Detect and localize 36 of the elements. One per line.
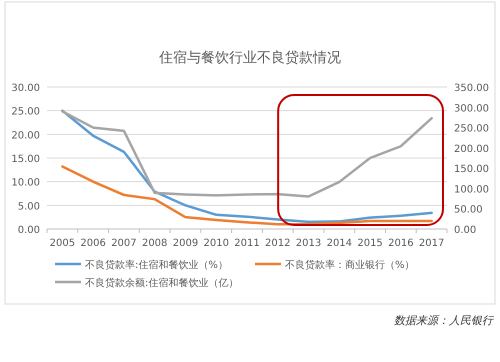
y2-tick-label: 150.00 <box>454 164 489 176</box>
y2-tick-label: 200.00 <box>454 144 489 155</box>
y2-tick-label: 50.00 <box>454 204 483 216</box>
x-tick-label: 2014 <box>326 238 352 249</box>
x-tick-label: 2017 <box>418 238 444 249</box>
y-tick-label: 30.00 <box>11 83 40 94</box>
x-tick-label: 2006 <box>80 238 106 249</box>
y-tick-label: 5.00 <box>18 201 40 212</box>
x-tick-label: 2008 <box>142 238 168 249</box>
y-tick-label: 0.00 <box>18 225 40 236</box>
x-tick-label: 2016 <box>388 238 414 249</box>
y2-tick-label: 0.00 <box>454 225 476 236</box>
y-tick-label: 15.00 <box>11 154 40 165</box>
line-series <box>61 165 433 226</box>
y-tick-label: 20.00 <box>11 130 40 142</box>
x-tick-label: 2010 <box>204 238 229 249</box>
y-tick-label: 10.00 <box>11 178 40 189</box>
legend-label: 不良贷款率:住宿和餐饮业（%） <box>85 259 228 271</box>
y-tick-label: 25.00 <box>11 106 40 118</box>
y2-tick-label: 250.00 <box>454 124 489 135</box>
legend-label: 不良贷款余额:住宿和餐饮业（亿） <box>85 277 238 289</box>
x-tick-label: 2007 <box>111 238 137 249</box>
x-tick-label: 2015 <box>357 238 383 249</box>
chart-title: 住宿与餐饮行业不良贷款情况 <box>158 50 341 66</box>
x-tick-label: 2013 <box>296 238 322 249</box>
y2-tick-label: 350.00 <box>454 83 489 94</box>
y2-tick-label: 100.00 <box>454 184 489 196</box>
line-series <box>61 110 433 198</box>
source-note: 数据来源：人民银行 <box>394 314 495 327</box>
x-tick-label: 2012 <box>265 238 290 249</box>
legend-label: 不良贷款率：商业银行（%） <box>285 259 415 271</box>
x-tick-label: 2011 <box>234 238 260 249</box>
line-series <box>61 109 433 224</box>
x-tick-label: 2009 <box>172 238 198 249</box>
y2-tick-label: 300.00 <box>454 103 489 114</box>
x-tick-label: 2005 <box>50 238 76 249</box>
